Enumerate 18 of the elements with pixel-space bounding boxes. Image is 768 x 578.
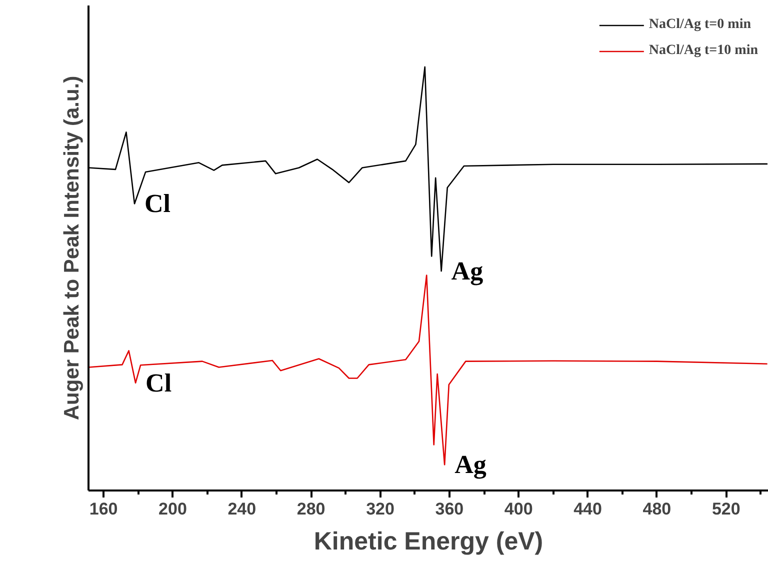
annotation: Cl xyxy=(144,189,170,218)
x-tick-label: 360 xyxy=(435,500,464,518)
x-tick-label: 240 xyxy=(228,500,256,518)
x-tick-label: 520 xyxy=(712,500,740,518)
x-tick-label: 160 xyxy=(89,500,118,518)
x-tick-label: 320 xyxy=(366,500,394,518)
x-tick-label: 440 xyxy=(574,500,602,518)
annotation: Ag xyxy=(451,256,484,286)
annotation: Cl xyxy=(146,368,172,398)
y-axis-title: Auger Peak to Peak Intensity (a.u.) xyxy=(60,76,84,420)
legend-label: NaCl/Ag t=10 min xyxy=(648,43,758,59)
x-tick-label: 400 xyxy=(504,500,533,518)
x-axis-title: Kinetic Energy (eV) xyxy=(314,528,544,556)
x-tick-label: 480 xyxy=(642,500,672,518)
x-tick-label: 200 xyxy=(158,500,187,518)
x-tick-label: 280 xyxy=(296,500,326,518)
legend-label: NaCl/Ag t=0 min xyxy=(648,17,751,33)
annotation: Ag xyxy=(454,450,486,480)
